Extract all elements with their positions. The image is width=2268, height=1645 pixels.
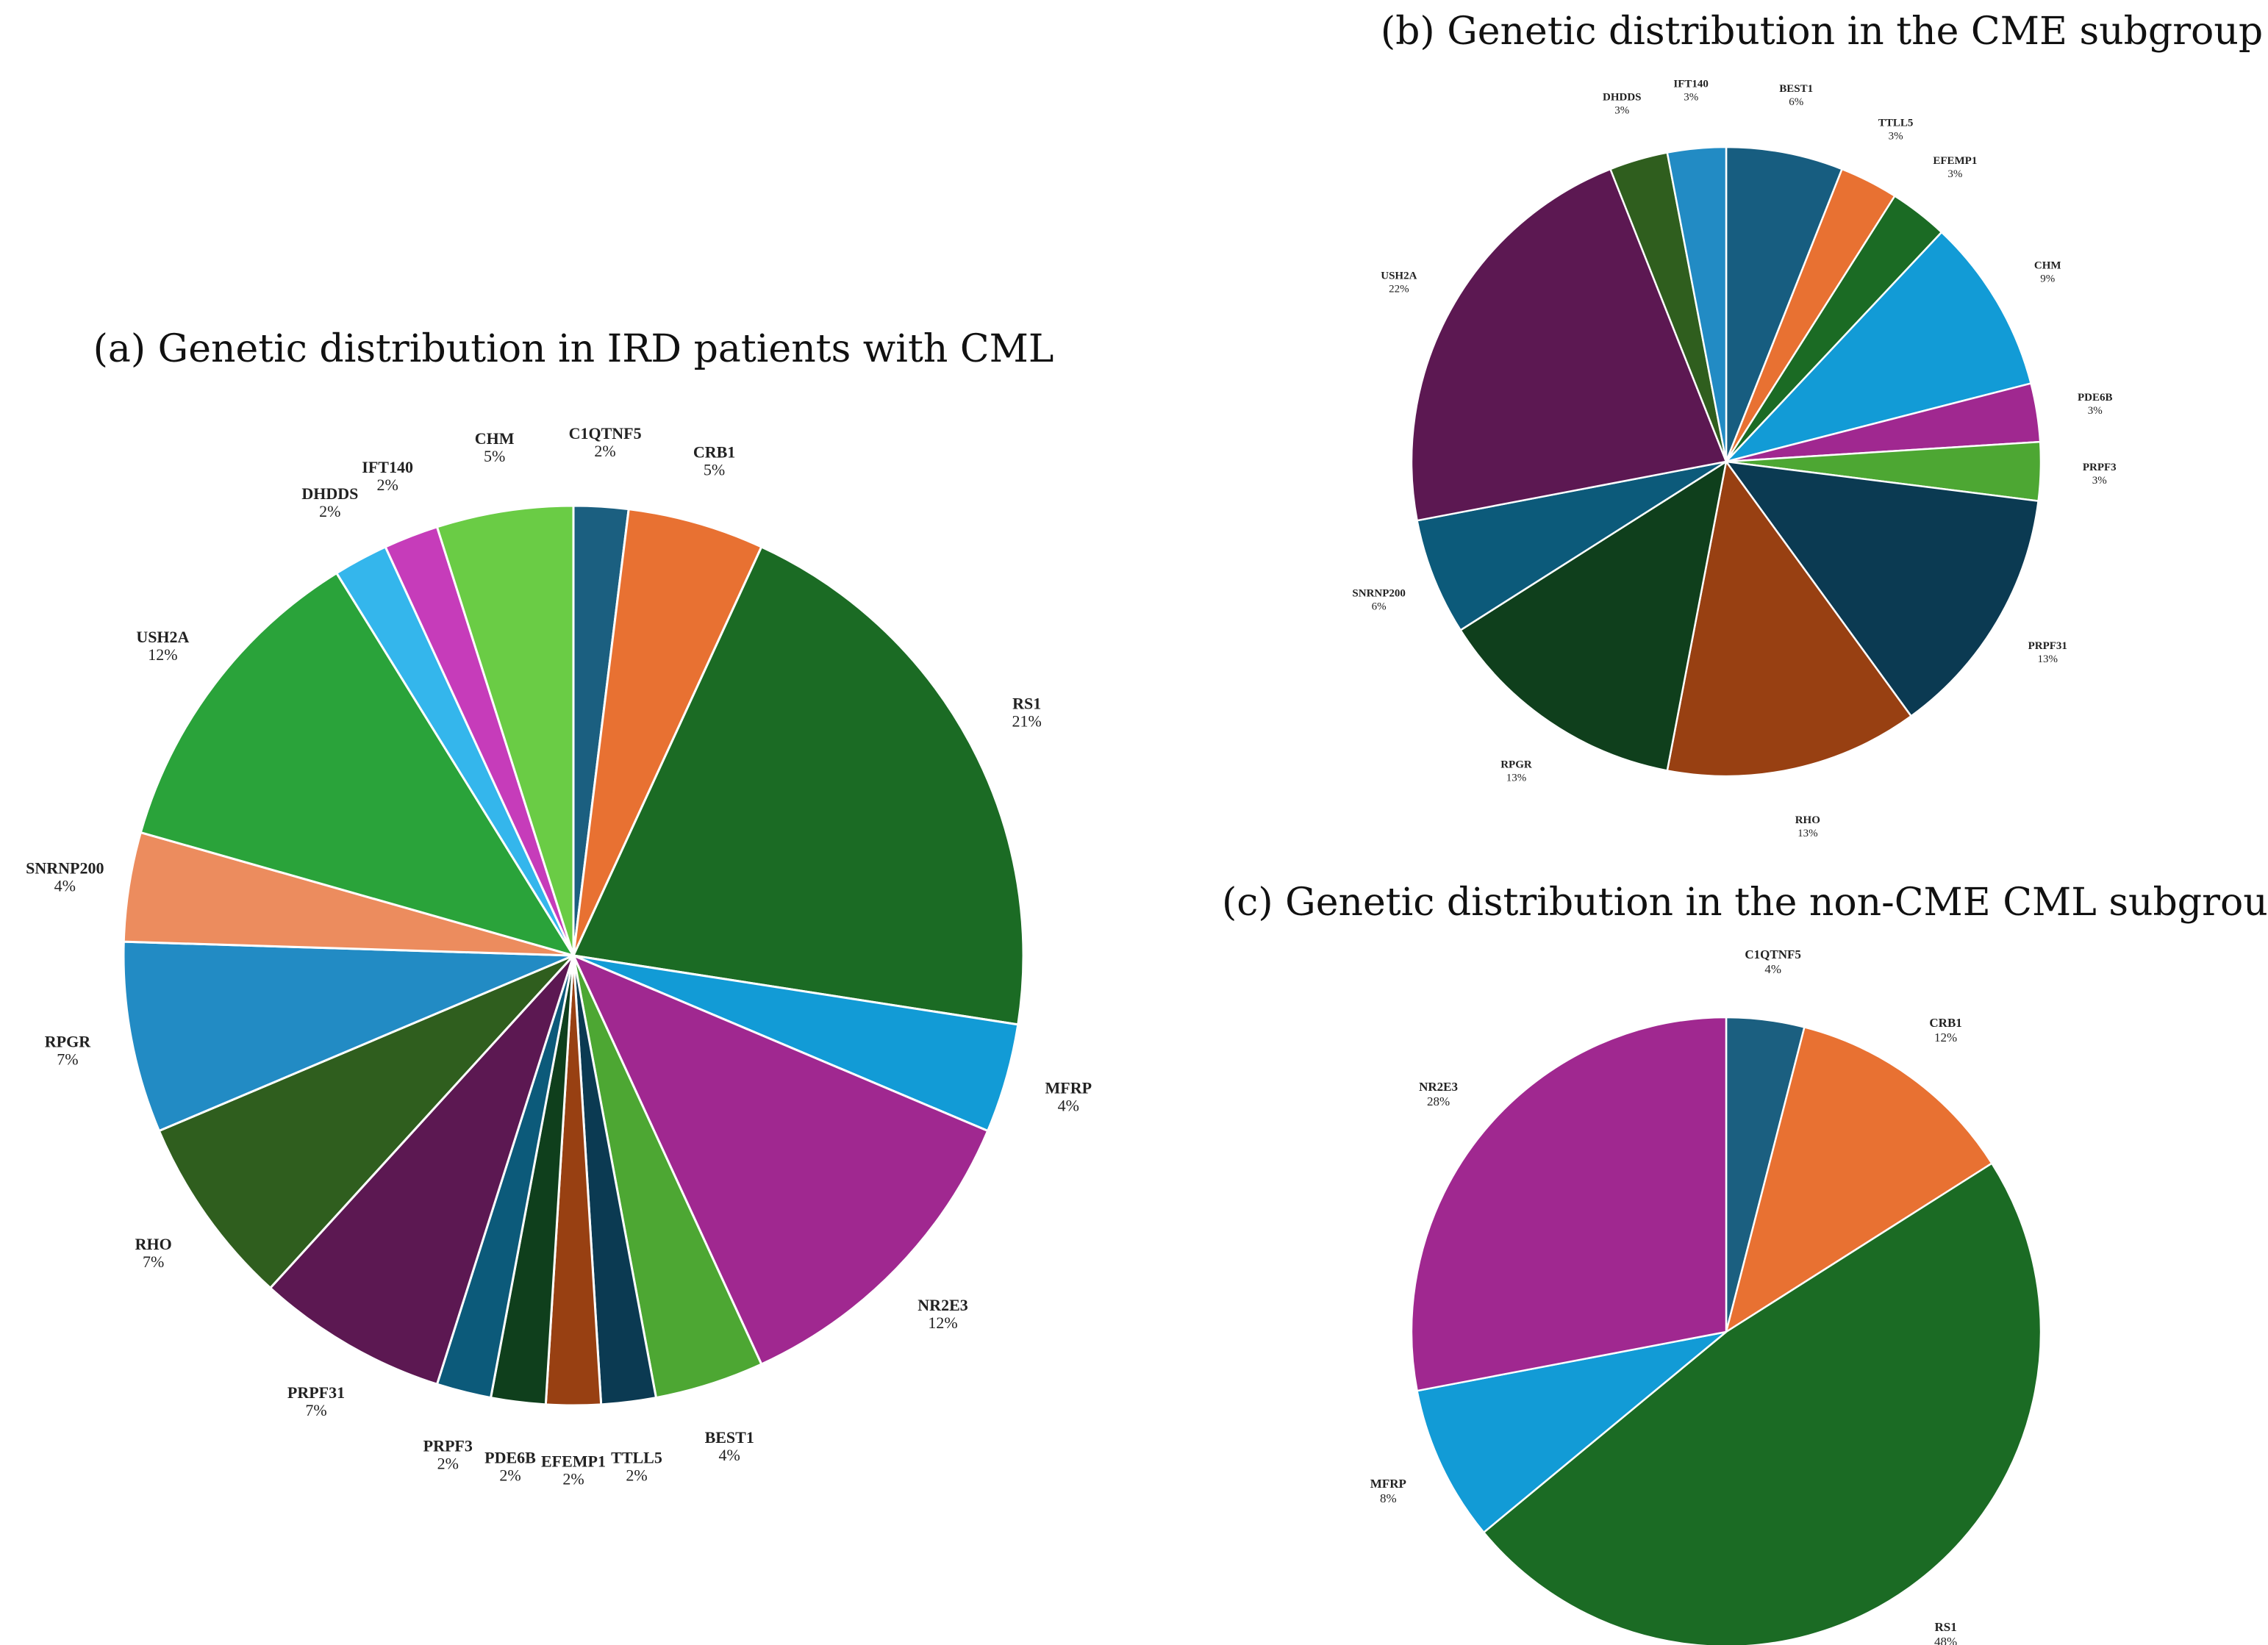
chart-b-slice-rho [1666,460,1912,778]
chart-a-slice-chm [435,504,575,957]
chart-a-percent-efemp1: 2% [562,1470,584,1488]
chart-b-slice-ift140 [1666,146,1728,463]
chart-b-label-efemp1: EFEMP1 [1933,155,1977,167]
chart-b-label-ush2a: USH2A [1381,270,1417,282]
chart-b-slice-chm [1725,231,2032,463]
chart-a-percent-rs1: 21% [1012,712,1042,731]
chart-b-label-pde6b: PDE6B [2078,392,2113,404]
chart-a-percent-c1qtnf5: 2% [594,442,615,460]
chart-c-slice-crb1 [1725,1026,1993,1333]
chart-a-percent-nr2e3: 12% [928,1314,957,1332]
chart-c-label-nr2e3: NR2E3 [1419,1080,1458,1094]
chart-b-title: (b) Genetic distribution in the CME subg… [1381,10,2263,54]
chart-b-slice-best1 [1725,146,1843,463]
chart-a-label-ush2a: USH2A [136,628,189,646]
chart-c-label-c1qtnf5: C1QTNF5 [1745,947,1801,961]
chart-b-percent-rho: 13% [1797,828,1818,839]
chart-a-label-best1: BEST1 [705,1428,754,1447]
chart-a-label-snrnp200: SNRNP200 [26,859,104,877]
chart-b-label-snrnp200: SNRNP200 [1352,587,1406,599]
pie-chart-b: BEST16%TTLL53%EFEMP13%CHM9%PDE6B3%PRPF33… [1352,79,2116,840]
chart-a-percent-prpf3: 2% [437,1455,459,1473]
chart-a-percent-dhdds: 2% [319,502,340,520]
chart-a-slice-prpf31 [269,954,575,1386]
chart-a-percent-ush2a: 12% [148,645,177,664]
chart-c-percent-crb1: 12% [1934,1031,1957,1044]
chart-c-label-mfrp: MFRP [1370,1477,1406,1491]
chart-a-label-chm: CHM [475,429,515,448]
chart-b-label-dhdds: DHDDS [1603,91,1642,103]
chart-a-label-nr2e3: NR2E3 [917,1296,967,1314]
chart-a-percent-ift140: 2% [376,476,398,494]
chart-a-percent-pde6b: 2% [499,1466,521,1484]
chart-b-percent-ift140: 3% [1684,92,1698,104]
chart-a-label-crb1: CRB1 [693,442,735,461]
chart-b-label-ttll5: TTLL5 [1878,118,1914,129]
chart-b-label-rho: RHO [1795,814,1820,826]
chart-a-percent-chm: 5% [484,447,505,465]
chart-c-slice-mfrp [1416,1330,1728,1534]
chart-b-percent-dhdds: 3% [1614,104,1629,116]
chart-a-slice-rpgr [122,940,575,1133]
chart-b-slice-rpgr [1459,460,1728,772]
chart-a-percent-snrnp200: 4% [54,876,76,895]
chart-a-percent-ttll5: 2% [626,1466,647,1484]
chart-a-slice-rs1 [572,545,1025,1026]
chart-a-label-pde6b: PDE6B [484,1448,536,1466]
chart-b-percent-prpf31: 13% [2038,653,2058,665]
chart-b-percent-ttll5: 3% [1889,131,1903,143]
chart-c-label-crb1: CRB1 [1929,1016,1961,1030]
chart-c-percent-rs1: 48% [1934,1635,1957,1645]
chart-a-percent-rho: 7% [143,1252,164,1271]
chart-c-slice-rs1 [1482,1162,2042,1645]
chart-a-percent-best1: 4% [719,1446,740,1464]
chart-a-label-ift140: IFT140 [362,458,413,476]
chart-b-percent-prpf3: 3% [2092,475,2107,487]
chart-b-label-rpgr: RPGR [1500,759,1532,770]
chart-b-slice-snrnp200 [1416,460,1728,631]
chart-b-percent-best1: 6% [1789,96,1803,108]
chart-a-label-mfrp: MFRP [1045,1078,1092,1097]
chart-a-percent-mfrp: 4% [1058,1096,1079,1114]
chart-b-percent-snrnp200: 6% [1372,601,1387,612]
chart-b-percent-ush2a: 22% [1389,284,1409,295]
chart-c-title: (c) Genetic distribution in the non-CME … [1222,881,2268,925]
chart-a-slice-crb1 [572,508,763,957]
chart-a-label-rpgr: RPGR [45,1032,91,1050]
chart-a-slice-ush2a [139,572,575,957]
chart-c-percent-c1qtnf5: 4% [1764,962,1781,976]
chart-a-label-prpf3: PRPF3 [423,1437,473,1455]
chart-b-label-ift140: IFT140 [1673,79,1709,90]
chart-c-label-rs1: RS1 [1934,1620,1956,1634]
chart-b-label-best1: BEST1 [1779,83,1813,95]
chart-a-label-ttll5: TTLL5 [611,1448,662,1466]
chart-b-slice-prpf31 [1725,460,2039,717]
chart-b-percent-pde6b: 3% [2088,405,2103,417]
chart-b-slice-ush2a [1410,168,1728,522]
chart-a-label-rs1: RS1 [1012,695,1041,713]
chart-a-percent-rpgr: 7% [57,1050,78,1068]
chart-a-label-rho: RHO [135,1235,172,1253]
chart-a-slice-nr2e3 [572,954,990,1366]
chart-a-label-c1qtnf5: C1QTNF5 [569,424,642,442]
chart-b-percent-efemp1: 3% [1947,168,1962,180]
chart-c-slice-nr2e3 [1410,1016,1728,1392]
chart-a-label-prpf31: PRPF31 [287,1383,345,1402]
chart-a-label-efemp1: EFEMP1 [541,1452,606,1471]
chart-b-label-chm: CHM [2034,260,2061,272]
chart-a-percent-crb1: 5% [704,460,725,479]
chart-c-percent-mfrp: 8% [1380,1491,1397,1505]
chart-a-title: (a) Genetic distribution in IRD patients… [93,327,1054,371]
chart-a-slice-rho [157,954,575,1289]
chart-a-percent-prpf31: 7% [305,1401,326,1419]
chart-b-label-prpf3: PRPF3 [2083,462,2117,473]
chart-b-percent-rpgr: 13% [1506,772,1527,784]
chart-b-percent-chm: 9% [2040,273,2055,285]
chart-a-label-dhdds: DHDDS [301,484,358,503]
chart-c-percent-nr2e3: 28% [1427,1094,1450,1108]
chart-b-label-prpf31: PRPF31 [2028,640,2067,652]
